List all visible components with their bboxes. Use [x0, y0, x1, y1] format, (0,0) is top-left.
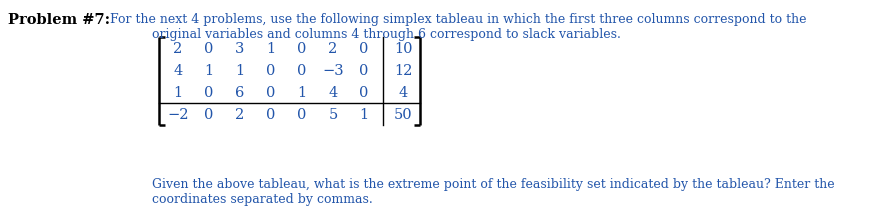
Text: 4: 4 — [398, 86, 408, 100]
Text: For the next 4 problems, use the following simplex tableau in which the first th: For the next 4 problems, use the followi… — [102, 13, 807, 26]
Text: 5: 5 — [328, 108, 338, 122]
Text: 6: 6 — [235, 86, 245, 100]
Text: 0: 0 — [297, 64, 307, 78]
Text: 4: 4 — [328, 86, 338, 100]
Text: 2: 2 — [174, 42, 182, 56]
Text: 0: 0 — [297, 108, 307, 122]
Text: 1: 1 — [204, 64, 214, 78]
Text: 3: 3 — [235, 42, 245, 56]
Text: 1: 1 — [174, 86, 182, 100]
Text: −2: −2 — [168, 108, 189, 122]
Text: 2: 2 — [235, 108, 245, 122]
Text: 10: 10 — [394, 42, 412, 56]
Text: original variables and columns 4 through 6 correspond to slack variables.: original variables and columns 4 through… — [152, 28, 621, 41]
Text: 1: 1 — [235, 64, 245, 78]
Text: 0: 0 — [204, 86, 214, 100]
Text: 1: 1 — [267, 42, 275, 56]
Text: 0: 0 — [360, 64, 368, 78]
Text: 1: 1 — [297, 86, 307, 100]
Text: −3: −3 — [322, 64, 344, 78]
Text: 2: 2 — [328, 42, 338, 56]
Text: 0: 0 — [267, 108, 275, 122]
Text: 50: 50 — [394, 108, 412, 122]
Text: Given the above tableau, what is the extreme point of the feasibility set indica: Given the above tableau, what is the ext… — [152, 178, 835, 191]
Text: 1: 1 — [360, 108, 368, 122]
Text: 0: 0 — [360, 86, 368, 100]
Text: 0: 0 — [267, 64, 275, 78]
Text: 0: 0 — [204, 42, 214, 56]
Text: 12: 12 — [394, 64, 412, 78]
Text: 0: 0 — [297, 42, 307, 56]
Text: 0: 0 — [360, 42, 368, 56]
Text: 0: 0 — [267, 86, 275, 100]
Text: Problem #7:: Problem #7: — [8, 13, 111, 27]
Text: 4: 4 — [174, 64, 182, 78]
Text: coordinates separated by commas.: coordinates separated by commas. — [152, 193, 373, 206]
Text: 0: 0 — [204, 108, 214, 122]
